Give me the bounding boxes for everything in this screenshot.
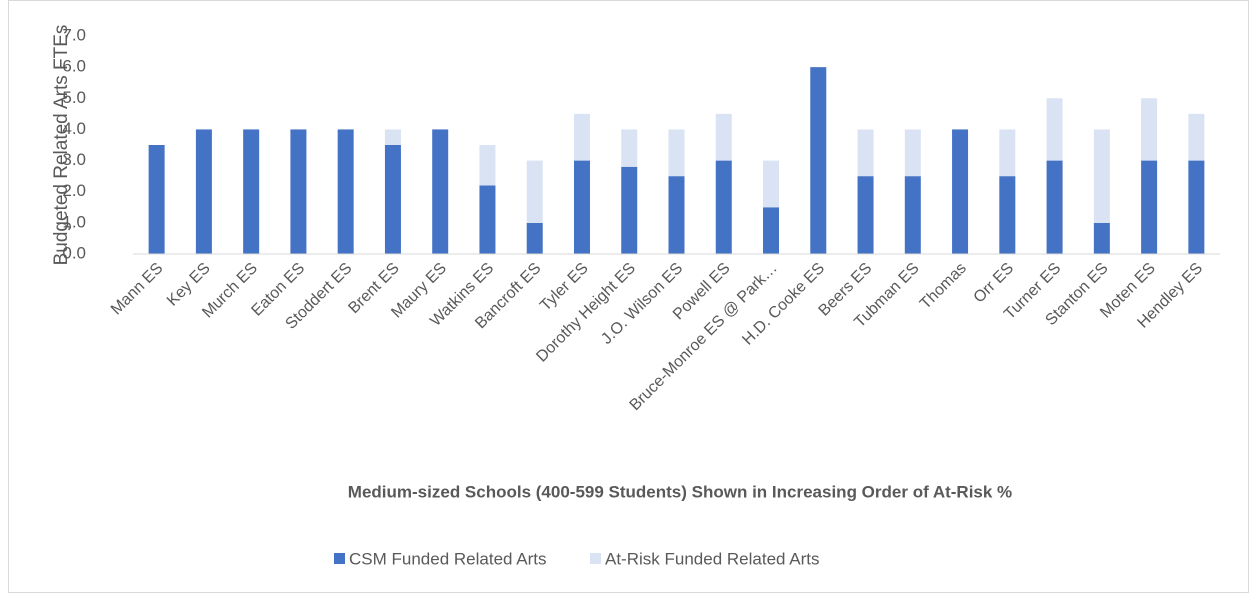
bar-segment [621,166,638,254]
bar-segment [857,129,874,177]
bar-segment [621,129,638,167]
bar-segment [810,67,827,255]
bar-segment [195,129,212,254]
bar-segment [715,160,732,254]
bar-segment [573,160,590,254]
bar-segment [432,129,449,254]
bar-segment [999,129,1016,177]
bar-segment [526,160,543,223]
y-tick-label: 0.0 [62,243,86,262]
bar-segment [290,129,307,254]
bar-segment [1046,98,1063,161]
x-tick-label: Orr ES [971,260,1018,307]
bar-segment [904,129,921,177]
legend-label: At-Risk Funded Related Arts [605,549,819,568]
bar-segment [148,145,165,254]
y-axis-title: Budgeted Related Arts FTEs [51,25,72,266]
legend-swatch [334,553,345,564]
bar-segment [243,129,260,254]
bar-segment [763,207,780,254]
legend-label: CSM Funded Related Arts [349,549,546,568]
bar-segment [1093,222,1110,254]
bar-segment [668,129,685,177]
bar-segment [479,145,496,186]
bar-segment [668,176,685,254]
y-tick-label: 2.0 [62,181,86,200]
x-tick-label: Thomas [917,260,970,313]
bar-segment [573,113,590,161]
x-tick-label: J.O. Wilson ES [598,260,686,348]
y-tick-label: 6.0 [62,57,86,76]
bar-segment [384,145,401,254]
legend-swatch [590,553,601,564]
bar-segment [1093,129,1110,223]
y-tick-label: 7.0 [62,25,86,44]
x-axis-title: Medium-sized Schools (400-599 Students) … [348,482,1012,501]
y-tick-label: 3.0 [62,150,86,169]
y-tick-label: 4.0 [62,119,86,138]
bar-segment [952,129,969,254]
bar-segment [384,129,401,145]
bar-segment [1046,160,1063,254]
y-tick-label: 1.0 [62,212,86,231]
x-tick-label: Mann ES [108,260,167,319]
x-tick-label: H.D. Cooke ES [739,260,828,349]
bar-segment [479,185,496,254]
bar-segment [763,160,780,208]
bar-segment [999,176,1016,254]
bar-segment [857,176,874,254]
bar-segment [1141,160,1158,254]
bar-segment [337,129,354,254]
chart-border [8,0,1249,593]
bar-segment [1141,98,1158,161]
bar-segment [1188,160,1205,254]
bar-segment [526,222,543,254]
bar-segment [715,113,732,161]
y-tick-label: 5.0 [62,88,86,107]
bar-segment [1188,113,1205,161]
bar-segment [904,176,921,254]
